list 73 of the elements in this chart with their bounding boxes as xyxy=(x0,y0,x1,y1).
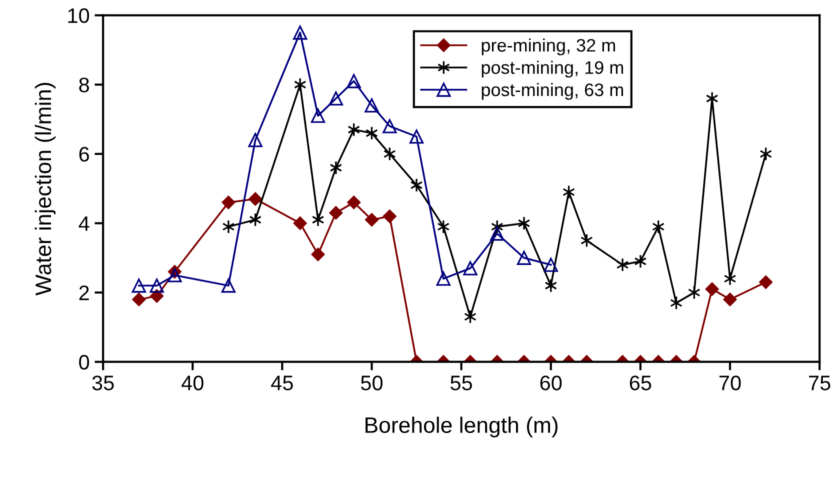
y-axis-title: Water injection (l/min) xyxy=(34,82,56,296)
point xyxy=(616,258,629,272)
point xyxy=(670,296,683,310)
point xyxy=(760,146,772,161)
point xyxy=(437,220,450,234)
x-axis-title: Borehole length (m) xyxy=(366,416,558,438)
point xyxy=(328,91,344,106)
point xyxy=(347,196,361,210)
point xyxy=(724,272,736,286)
point xyxy=(150,289,164,303)
point xyxy=(490,220,504,234)
point xyxy=(382,210,396,224)
point xyxy=(366,126,378,140)
point xyxy=(723,292,737,306)
point xyxy=(293,216,307,230)
x-tick-label: 65 xyxy=(630,376,652,390)
point xyxy=(464,310,477,324)
point xyxy=(364,98,379,112)
point xyxy=(544,258,558,272)
x-tick-label: 75 xyxy=(809,376,830,390)
point xyxy=(580,233,593,248)
point xyxy=(312,212,324,227)
point xyxy=(346,74,361,88)
point xyxy=(518,216,530,230)
x-tick-label: 70 xyxy=(719,376,741,390)
y-tick-label: 0 xyxy=(79,354,90,370)
y-tick-label: 10 xyxy=(68,8,90,24)
legend-label: post-mining, 63 m xyxy=(482,82,624,100)
point xyxy=(382,119,397,134)
point xyxy=(310,108,326,123)
point xyxy=(348,122,360,137)
point xyxy=(562,184,576,200)
point xyxy=(221,278,236,293)
point xyxy=(759,275,773,289)
x-tick-label: 45 xyxy=(271,376,293,390)
x-tick-label: 50 xyxy=(361,376,383,390)
point xyxy=(490,226,504,241)
point xyxy=(168,268,182,282)
point xyxy=(222,220,235,234)
y-tick-label: 6 xyxy=(79,146,89,162)
legend-label: pre-mining, 32 m xyxy=(482,38,615,56)
point xyxy=(330,160,342,175)
y-tick-label: 4 xyxy=(78,216,90,231)
point xyxy=(634,254,647,268)
point xyxy=(150,278,164,293)
point xyxy=(516,250,532,265)
point xyxy=(249,212,262,227)
x-tick-label: 60 xyxy=(540,376,562,390)
point xyxy=(132,278,146,293)
point xyxy=(705,282,719,296)
point xyxy=(409,130,424,144)
point xyxy=(294,78,306,92)
point xyxy=(652,220,665,234)
x-tick-label: 40 xyxy=(182,376,204,390)
point xyxy=(410,178,423,192)
y-tick-label: 8 xyxy=(79,78,89,92)
point xyxy=(293,26,308,40)
point xyxy=(436,272,450,286)
point xyxy=(311,248,325,262)
point xyxy=(383,146,396,161)
point xyxy=(365,213,378,226)
point xyxy=(688,285,700,300)
x-tick-label: 35 xyxy=(92,376,114,390)
point xyxy=(222,196,236,210)
point xyxy=(248,132,262,148)
x-tick-label: 55 xyxy=(450,376,472,390)
point xyxy=(463,261,478,276)
point xyxy=(132,292,146,306)
point xyxy=(544,278,558,293)
y-tick-label: 2 xyxy=(79,286,89,300)
legend-label: post-mining, 19 m xyxy=(482,60,624,78)
point xyxy=(329,206,343,220)
point xyxy=(248,192,262,206)
